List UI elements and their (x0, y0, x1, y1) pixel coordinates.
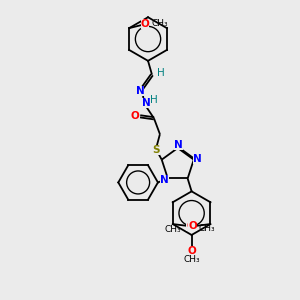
Text: CH₃: CH₃ (183, 255, 200, 264)
Text: S: S (152, 145, 160, 155)
Text: CH₃: CH₃ (164, 224, 181, 233)
Text: N: N (193, 154, 202, 164)
Text: CH₃: CH₃ (199, 224, 215, 232)
Text: O: O (187, 246, 196, 256)
Text: N: N (174, 140, 183, 150)
Text: H: H (150, 95, 158, 106)
Text: N: N (142, 98, 150, 108)
Text: O: O (141, 19, 149, 29)
Text: O: O (186, 221, 195, 231)
Text: O: O (188, 221, 197, 231)
Text: CH₃: CH₃ (152, 19, 169, 28)
Text: O: O (131, 111, 140, 121)
Text: H: H (157, 68, 165, 78)
Text: N: N (136, 85, 145, 96)
Text: N: N (160, 176, 169, 185)
